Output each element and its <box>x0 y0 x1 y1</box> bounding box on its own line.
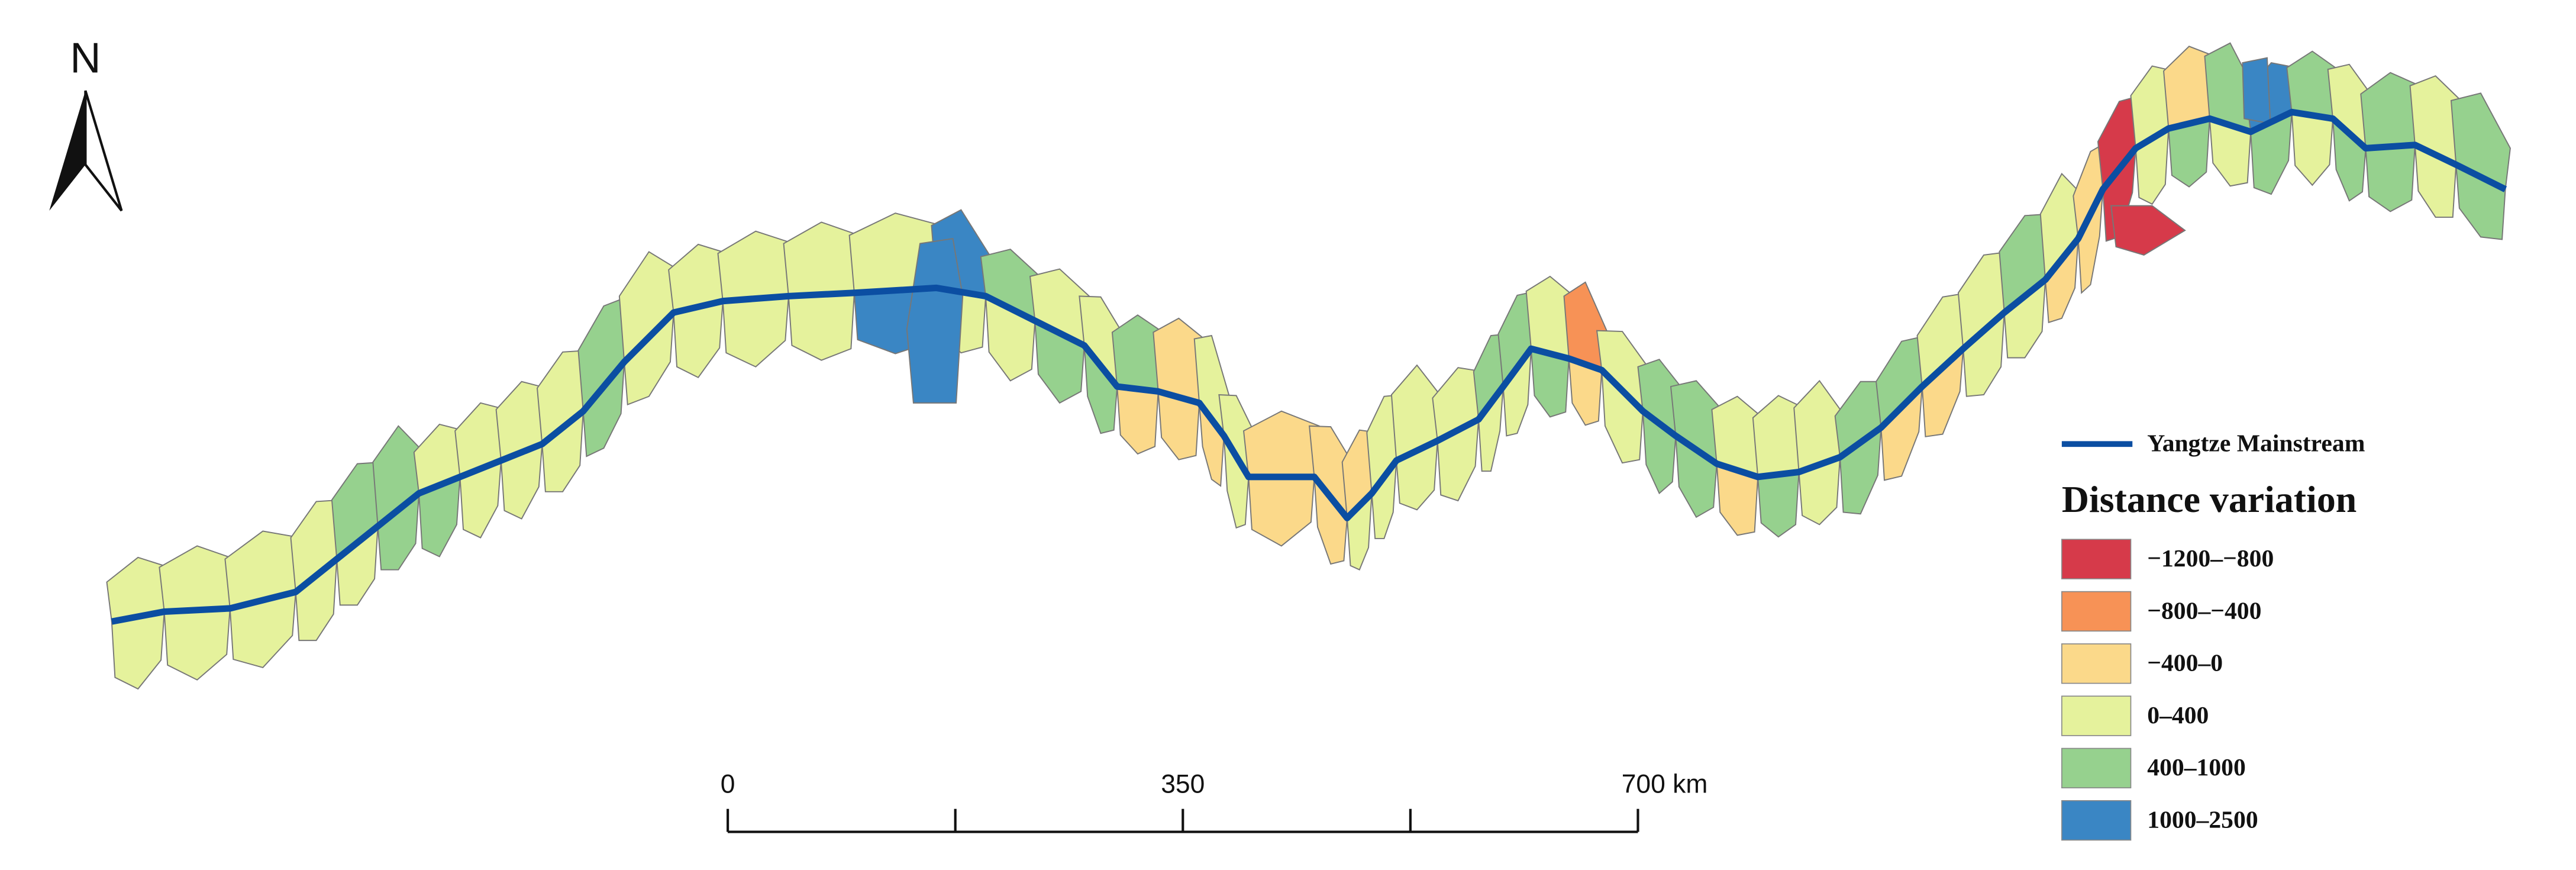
regions <box>106 42 2511 690</box>
legend: Yangtze Mainstream Distance variation −1… <box>2061 430 2365 841</box>
region <box>2291 111 2334 186</box>
region <box>2365 144 2416 212</box>
north-arrow: N <box>49 34 123 212</box>
arrow-right <box>84 90 123 212</box>
legend-label: −1200–−800 <box>2147 545 2274 572</box>
legend-label: 1000–2500 <box>2147 806 2258 833</box>
scale-label: 350 <box>1161 770 1205 799</box>
legend-swatch <box>2061 747 2132 789</box>
legend-line-label: Yangtze Mainstream <box>2147 430 2365 457</box>
scale-label: 700 km <box>1622 770 1708 799</box>
region <box>1757 471 1800 538</box>
scale-label: 0 <box>721 770 735 799</box>
legend-label: −800–−400 <box>2147 597 2261 624</box>
legend-label: −400–0 <box>2147 650 2223 677</box>
region <box>1242 410 1320 478</box>
region <box>1116 385 1159 455</box>
legend-swatch <box>2061 539 2132 579</box>
lake <box>906 238 964 404</box>
region <box>722 295 789 368</box>
legend-label: 0–400 <box>2147 702 2209 729</box>
region <box>1248 476 1315 547</box>
legend-swatch <box>2061 695 2132 736</box>
region <box>159 545 236 613</box>
legend-swatch <box>2061 591 2132 632</box>
legend-title: Distance variation <box>2062 478 2357 520</box>
region <box>163 607 231 681</box>
scale-bar: 0 350 700 km <box>721 770 1708 833</box>
arrow-left <box>49 91 86 211</box>
region <box>787 292 855 361</box>
lake <box>2242 57 2271 124</box>
region <box>2110 205 2186 256</box>
region <box>2360 72 2421 149</box>
legend-swatch <box>2061 800 2132 841</box>
legend-label: 400–1000 <box>2147 754 2246 781</box>
region <box>783 221 860 297</box>
legend-swatch <box>2061 643 2132 684</box>
region <box>717 230 795 302</box>
north-label: N <box>70 34 101 82</box>
river <box>111 108 2507 625</box>
